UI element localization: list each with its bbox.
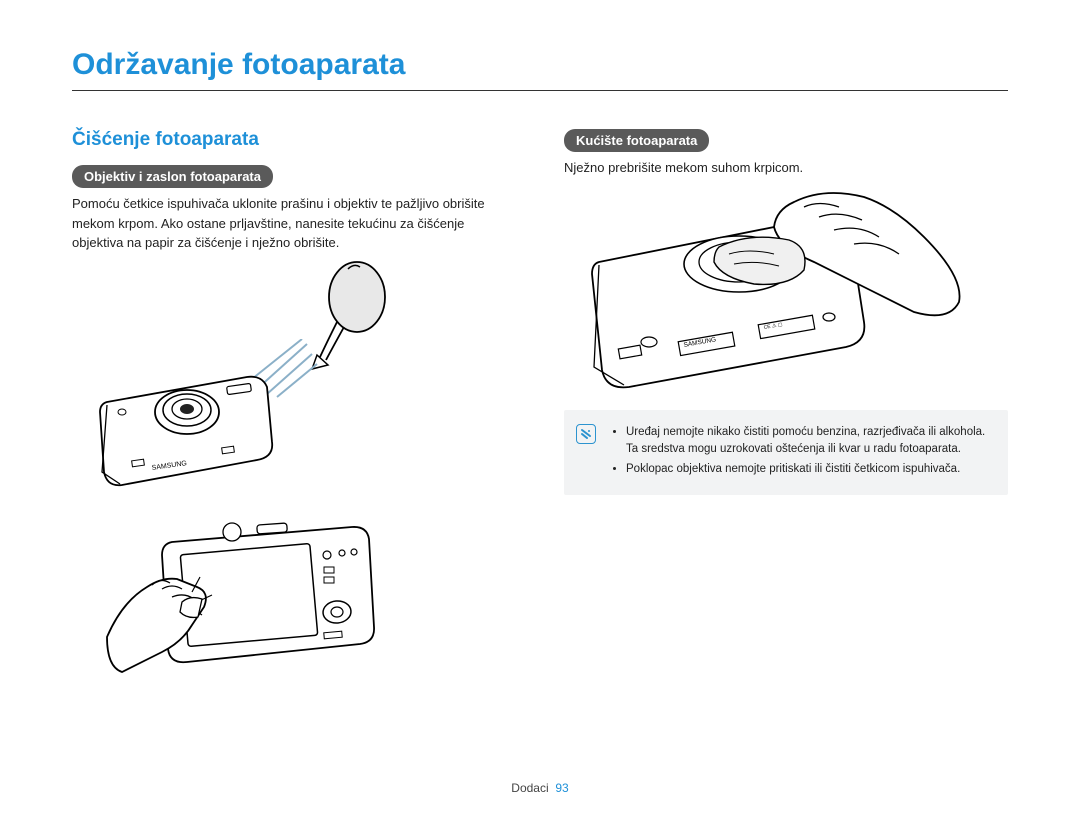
illustration-lens-cleaning: SAMSUNG xyxy=(72,267,516,687)
camera-screen-wipe-illustration xyxy=(102,507,382,697)
pill-camera-body: Kućište fotoaparata xyxy=(564,129,709,152)
note-box: Uređaj nemojte nikako čistiti pomoću ben… xyxy=(564,410,1008,495)
lens-screen-text: Pomoću četkice ispuhivača uklonite praši… xyxy=(72,194,516,253)
content-columns: Čišćenje fotoaparata Objektiv i zaslon f… xyxy=(72,129,1008,687)
page-title: Održavanje fotoaparata xyxy=(72,48,1008,91)
note-item: Poklopac objektiva nemojte pritiskati il… xyxy=(626,461,992,479)
section-title: Čišćenje fotoaparata xyxy=(72,129,516,151)
footer: Dodaci 93 xyxy=(0,781,1080,795)
page-number: 93 xyxy=(555,781,568,795)
left-column: Čišćenje fotoaparata Objektiv i zaslon f… xyxy=(72,129,516,687)
footer-label: Dodaci xyxy=(511,781,548,795)
right-column: Kućište fotoaparata Nježno prebrišite me… xyxy=(564,129,1008,687)
camera-front-illustration: SAMSUNG xyxy=(92,357,292,497)
note-list: Uređaj nemojte nikako čistiti pomoću ben… xyxy=(612,424,992,479)
camera-body-wipe-illustration: SAMSUNG CE ⚠ ▢ xyxy=(564,192,984,402)
camera-body-text: Nježno prebrišite mekom suhom krpicom. xyxy=(564,158,1008,178)
note-item: Uređaj nemojte nikako čistiti pomoću ben… xyxy=(626,424,992,460)
pill-lens-screen: Objektiv i zaslon fotoaparata xyxy=(72,165,273,188)
note-icon xyxy=(576,424,596,444)
illustration-body-wipe: SAMSUNG CE ⚠ ▢ xyxy=(564,192,1008,392)
